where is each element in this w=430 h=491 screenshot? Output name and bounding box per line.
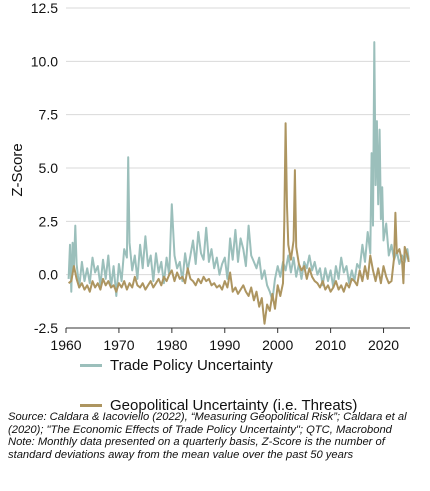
legend-label-geopolitical: Geopolitical Uncertainty (i.e. Threats) (110, 396, 358, 414)
y-tick-label: -2.5 (34, 320, 58, 336)
note-text: Note: Monthly data presented on a quarte… (8, 436, 385, 461)
x-tick-label: 1980 (156, 337, 187, 352)
gridlines (66, 7, 410, 329)
y-axis-ticks: -2.5 0.0 2.5 5.0 7.5 10.0 12.5 (31, 0, 58, 336)
source-text: Source: Caldara & Iacoviello (2022), “Me… (8, 411, 407, 436)
x-tick-label: 1960 (50, 337, 81, 352)
y-tick-label: 2.5 (39, 213, 59, 229)
y-tick-label: 7.5 (39, 107, 59, 123)
series-line-trade-policy (67, 41, 410, 302)
source-note: Source: Caldara & Iacoviello (2022), “Me… (8, 411, 424, 461)
x-tick-label: 2010 (315, 337, 346, 352)
legend-label-trade-policy: Trade Policy Uncertainty (110, 356, 273, 374)
x-axis-ticks: 1960 1970 1980 1990 2000 2010 2020 (50, 328, 399, 352)
series-line-geopolitical (67, 122, 410, 325)
line-chart: -2.5 0.0 2.5 5.0 7.5 10.0 12.5 1960 1970 1980 199… (9, 0, 410, 352)
y-tick-label: 0.0 (39, 267, 59, 283)
x-tick-label: 2000 (262, 337, 293, 352)
legend-item-geopolitical: Geopolitical Uncertainty (i.e. Threats) (80, 392, 420, 418)
x-tick-label: 1970 (103, 337, 134, 352)
y-tick-label: 10.0 (31, 53, 58, 69)
legend-swatch-trade-policy (80, 363, 102, 367)
legend: Trade Policy Uncertainty Geopolitical Un… (80, 352, 420, 432)
y-axis-title: Z-Score (9, 143, 26, 196)
legend-item-trade-policy: Trade Policy Uncertainty (80, 352, 420, 378)
legend-swatch-geopolitical (80, 403, 102, 407)
y-tick-label: 12.5 (31, 0, 58, 16)
x-tick-label: 2020 (368, 337, 399, 352)
y-tick-label: 5.0 (39, 160, 59, 176)
x-tick-label: 1990 (209, 337, 240, 352)
series-layer (67, 41, 410, 325)
